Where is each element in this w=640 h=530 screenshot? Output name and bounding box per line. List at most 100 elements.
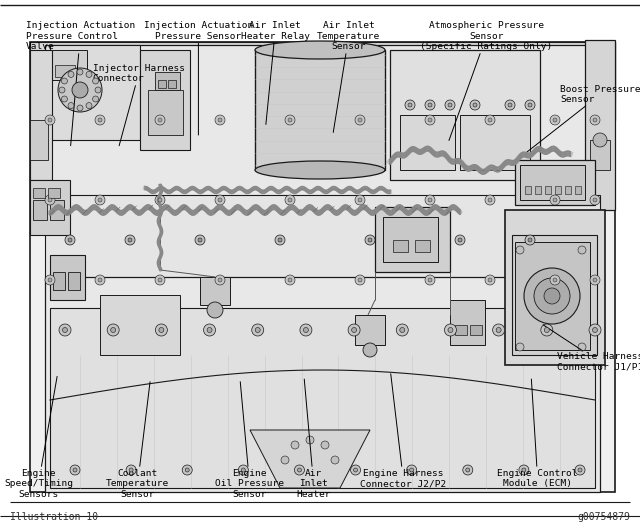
- Text: Engine Harness
Connector J2/P2: Engine Harness Connector J2/P2: [360, 374, 446, 489]
- Circle shape: [522, 468, 526, 472]
- Circle shape: [355, 275, 365, 285]
- Circle shape: [281, 456, 289, 464]
- Circle shape: [95, 275, 105, 285]
- Circle shape: [126, 465, 136, 475]
- Circle shape: [73, 468, 77, 472]
- Circle shape: [298, 468, 301, 472]
- Bar: [52, 50, 87, 80]
- Text: Atmospheric Pressure
Sensor
(Specific Ratings Only): Atmospheric Pressure Sensor (Specific Ra…: [420, 21, 552, 140]
- Circle shape: [300, 324, 312, 336]
- Bar: [50, 200, 64, 220]
- Circle shape: [128, 238, 132, 242]
- Circle shape: [590, 195, 600, 205]
- Circle shape: [528, 238, 532, 242]
- Circle shape: [348, 324, 360, 336]
- Circle shape: [288, 198, 292, 202]
- Bar: [415, 240, 430, 252]
- Circle shape: [508, 103, 512, 107]
- Circle shape: [95, 195, 105, 205]
- Circle shape: [368, 238, 372, 242]
- Circle shape: [578, 343, 586, 351]
- Circle shape: [155, 275, 165, 285]
- Ellipse shape: [255, 161, 385, 179]
- Circle shape: [285, 195, 295, 205]
- Circle shape: [351, 465, 360, 475]
- Circle shape: [463, 465, 473, 475]
- Circle shape: [159, 328, 164, 332]
- Circle shape: [255, 328, 260, 332]
- Circle shape: [593, 328, 598, 332]
- Circle shape: [72, 82, 88, 98]
- Bar: [585, 40, 615, 210]
- Circle shape: [353, 468, 358, 472]
- Circle shape: [410, 468, 413, 472]
- Circle shape: [185, 468, 189, 472]
- Bar: [45, 195, 600, 280]
- Bar: [383, 217, 438, 262]
- Circle shape: [156, 324, 168, 336]
- Bar: [515, 160, 595, 205]
- Circle shape: [428, 278, 432, 282]
- Circle shape: [425, 195, 435, 205]
- Circle shape: [98, 198, 102, 202]
- Bar: [575, 186, 581, 194]
- Circle shape: [466, 468, 470, 472]
- Circle shape: [525, 235, 535, 245]
- Circle shape: [215, 195, 225, 205]
- Circle shape: [95, 87, 101, 93]
- Bar: [515, 242, 590, 350]
- Circle shape: [458, 238, 462, 242]
- Circle shape: [544, 328, 549, 332]
- Bar: [520, 165, 585, 200]
- Circle shape: [70, 465, 80, 475]
- Bar: [55, 65, 75, 77]
- Circle shape: [488, 198, 492, 202]
- Circle shape: [98, 118, 102, 122]
- Bar: [45, 277, 600, 492]
- Circle shape: [77, 69, 83, 75]
- Circle shape: [406, 465, 417, 475]
- Text: Engine
Oil Pressure
Sensor: Engine Oil Pressure Sensor: [215, 382, 284, 499]
- Circle shape: [445, 100, 455, 110]
- Circle shape: [275, 235, 285, 245]
- Bar: [460, 115, 530, 170]
- Circle shape: [485, 115, 495, 125]
- Bar: [53, 272, 65, 290]
- Circle shape: [448, 103, 452, 107]
- Bar: [470, 325, 482, 335]
- Circle shape: [107, 324, 119, 336]
- Circle shape: [351, 328, 356, 332]
- Polygon shape: [250, 430, 370, 488]
- Bar: [45, 45, 600, 200]
- Circle shape: [425, 115, 435, 125]
- Circle shape: [358, 118, 362, 122]
- Bar: [50, 255, 85, 300]
- Bar: [30, 42, 615, 120]
- Circle shape: [358, 198, 362, 202]
- Circle shape: [485, 195, 495, 205]
- Bar: [33, 188, 45, 198]
- Text: Coolant
Temperature
Sensor: Coolant Temperature Sensor: [106, 382, 169, 499]
- Bar: [400, 115, 455, 170]
- Circle shape: [303, 328, 308, 332]
- Circle shape: [455, 235, 465, 245]
- Circle shape: [428, 198, 432, 202]
- Circle shape: [428, 118, 432, 122]
- Circle shape: [470, 100, 480, 110]
- Circle shape: [444, 324, 456, 336]
- Circle shape: [425, 100, 435, 110]
- Text: Illustration 10: Illustration 10: [10, 512, 98, 522]
- Circle shape: [496, 328, 501, 332]
- Circle shape: [590, 275, 600, 285]
- Circle shape: [218, 118, 222, 122]
- Circle shape: [578, 468, 582, 472]
- Bar: [48, 188, 60, 198]
- Circle shape: [516, 246, 524, 254]
- Text: g00754879: g00754879: [577, 512, 630, 522]
- Circle shape: [291, 441, 299, 449]
- Circle shape: [48, 278, 52, 282]
- Bar: [30, 50, 52, 180]
- Circle shape: [550, 195, 560, 205]
- Circle shape: [534, 278, 570, 314]
- Bar: [148, 90, 183, 135]
